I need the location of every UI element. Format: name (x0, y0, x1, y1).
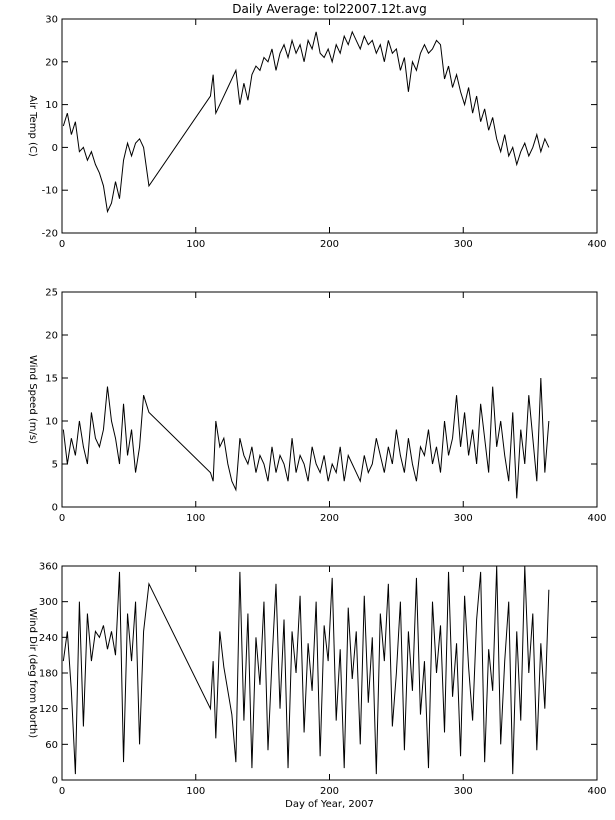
x-tick-label: 300 (454, 513, 473, 524)
y-tick-label: 20 (45, 57, 58, 68)
y-tick-label: 5 (52, 460, 58, 471)
y-tick-label: -10 (42, 186, 58, 197)
y-tick-label: 30 (45, 15, 58, 26)
y-tick-label: 0 (52, 776, 58, 787)
y-tick-label: 240 (39, 633, 58, 644)
x-tick-label: 300 (454, 786, 473, 797)
x-tick-label: 200 (320, 786, 339, 797)
x-tick-label: 100 (186, 786, 205, 797)
x-tick-label: 400 (587, 513, 606, 524)
y-tick-label: 0 (52, 503, 58, 514)
x-tick-label: 0 (59, 513, 65, 524)
x-tick-label: 0 (59, 786, 65, 797)
y-tick-label: 120 (39, 704, 58, 715)
plot-frame (61, 18, 598, 234)
y-tick-label: 180 (39, 669, 58, 680)
x-tick-label: 0 (59, 239, 65, 250)
x-axis-label: Day of Year, 2007 (285, 799, 374, 810)
y-tick-label: 360 (39, 562, 58, 573)
y-tick-label: 60 (45, 740, 58, 751)
data-line (62, 565, 550, 775)
y-tick-label: 25 (45, 288, 58, 299)
y-tick-label: 15 (45, 374, 58, 385)
x-tick-label: 100 (186, 239, 205, 250)
x-tick-label: 100 (186, 513, 205, 524)
y-tick-label: 10 (45, 100, 58, 111)
x-tick-label: 200 (320, 513, 339, 524)
x-tick-label: 200 (320, 239, 339, 250)
y-axis-label: Wind Dir (deg from North) (27, 608, 38, 738)
data-line (62, 377, 550, 499)
y-tick-label: 10 (45, 417, 58, 428)
y-axis-label: Wind Speed (m/s) (27, 355, 38, 444)
y-tick-label: -20 (42, 229, 58, 240)
x-tick-label: 400 (587, 786, 606, 797)
data-line (62, 30, 550, 214)
x-tick-label: 300 (454, 239, 473, 250)
y-axis-label: Air Temp (C) (27, 95, 38, 157)
y-tick-label: 0 (52, 143, 58, 154)
chart-title: Daily Average: tol22007.12t.avg (232, 2, 427, 16)
y-tick-label: 300 (39, 597, 58, 608)
x-tick-label: 400 (587, 239, 606, 250)
y-tick-label: 20 (45, 331, 58, 342)
